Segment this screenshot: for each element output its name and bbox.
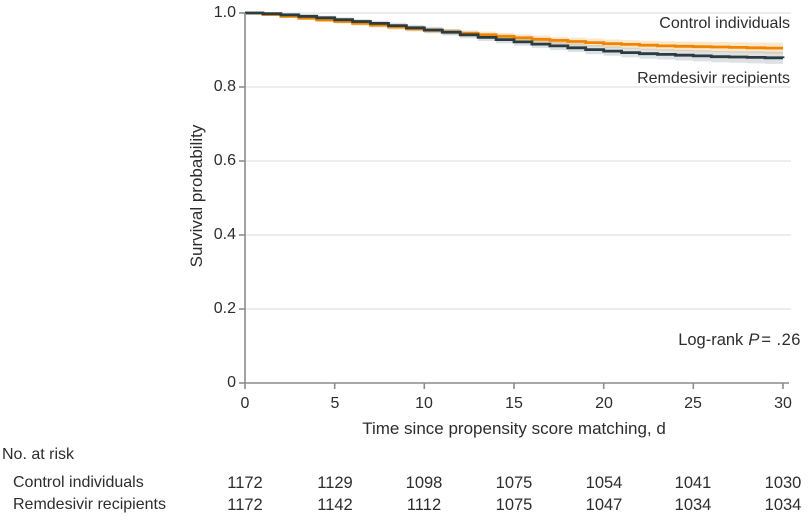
risk-value: 1054 bbox=[585, 474, 623, 492]
risk-value: 1172 bbox=[227, 474, 263, 492]
x-tick-label: 5 bbox=[330, 395, 340, 412]
risk-row-label-remdesivir: Remdesivir recipients bbox=[13, 496, 166, 513]
logrank-prefix: Log-rank bbox=[678, 331, 744, 349]
logrank-value: = .26 bbox=[761, 331, 801, 349]
curve-label-control: Control individuals bbox=[659, 15, 790, 32]
x-tick-label: 25 bbox=[684, 395, 702, 412]
logrank-p-symbol: P bbox=[748, 331, 760, 349]
logrank-annotation: Log-rank P = .26 bbox=[678, 331, 801, 349]
x-tick-label: 0 bbox=[240, 395, 250, 412]
risk-table-title: No. at risk bbox=[2, 446, 75, 463]
risk-value: 1142 bbox=[317, 496, 353, 514]
risk-value: 1041 bbox=[674, 474, 712, 492]
risk-value: 1047 bbox=[585, 496, 623, 514]
x-tick-label: 30 bbox=[774, 395, 792, 412]
y-tick-label: 0.2 bbox=[213, 300, 236, 317]
risk-value: 1034 bbox=[674, 496, 712, 514]
x-tick-label: 20 bbox=[595, 395, 613, 412]
risk-value: 1112 bbox=[406, 496, 442, 514]
risk-value: 1034 bbox=[764, 496, 802, 514]
y-tick-label: 0 bbox=[227, 374, 236, 391]
curve-label-remdesivir: Remdesivir recipients bbox=[637, 70, 790, 87]
x-axis-title: Time since propensity score matching, d bbox=[362, 419, 666, 438]
risk-row-label-control: Control individuals bbox=[13, 474, 144, 491]
x-tick-label: 15 bbox=[505, 395, 523, 412]
risk-value: 1098 bbox=[405, 474, 443, 492]
y-tick-label: 0.6 bbox=[213, 152, 236, 169]
risk-value: 1075 bbox=[495, 496, 533, 514]
survival-plot-canvas bbox=[239, 11, 791, 389]
y-tick-label: 0.8 bbox=[213, 78, 236, 95]
y-tick-label: 1.0 bbox=[213, 4, 236, 21]
x-tick-label: 10 bbox=[415, 395, 433, 412]
risk-value: 1030 bbox=[764, 474, 802, 492]
risk-value: 1129 bbox=[317, 474, 353, 492]
y-axis-title: Survival probability bbox=[187, 124, 206, 268]
risk-value: 1075 bbox=[495, 474, 533, 492]
risk-value: 1172 bbox=[227, 496, 263, 514]
y-tick-label: 0.4 bbox=[213, 226, 236, 243]
